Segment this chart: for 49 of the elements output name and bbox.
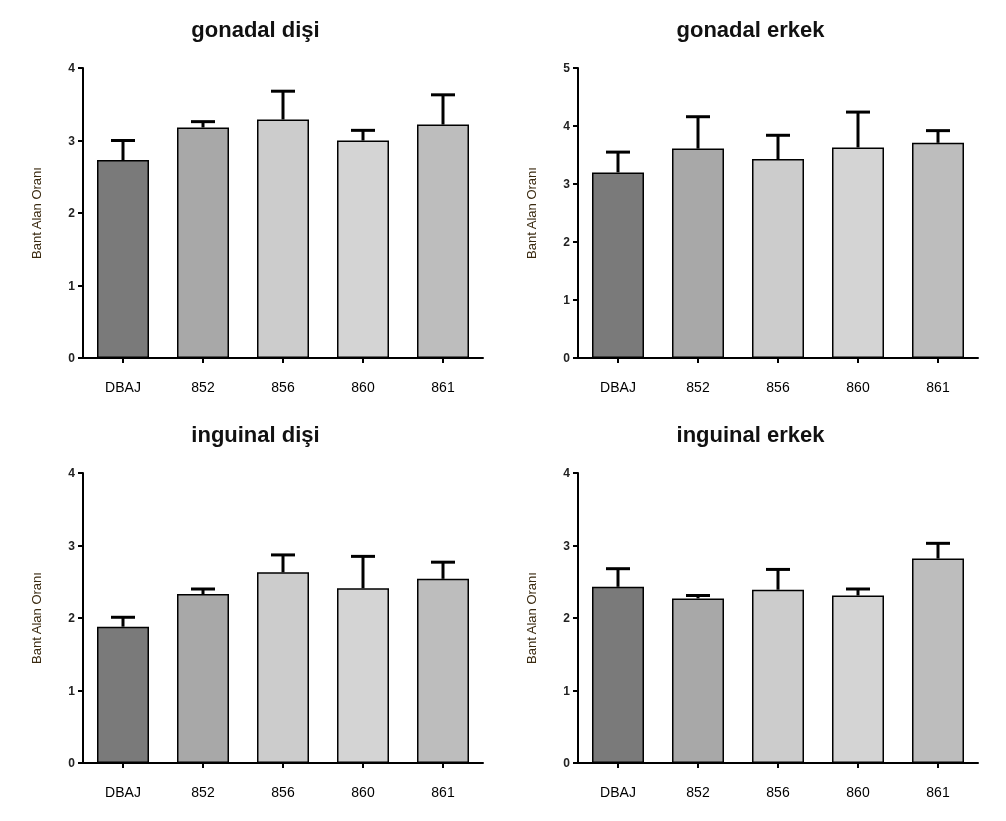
x-tick-label: 861 [431,784,455,800]
y-axis-title: Bant Alan Oranı [524,167,539,259]
x-tick-label: 852 [686,784,710,800]
y-axis-title: Bant Alan Oranı [29,167,44,259]
y-tick-label: 1 [68,278,76,293]
y-tick-label: 0 [68,756,76,770]
y-tick-label: 2 [68,611,76,625]
y-tick-label: 3 [563,538,571,553]
y-tick-label: 2 [68,206,76,220]
y-tick-label: 1 [563,293,571,307]
y-axis-title: Bant Alan Oranı [29,572,44,664]
x-tick-label: 861 [431,379,455,395]
x-tick-label: 856 [271,379,295,395]
x-tick-label: 860 [846,784,870,800]
x-tick-label: 860 [846,379,870,395]
y-tick-label: 1 [563,683,571,698]
x-tick-label: 856 [271,784,295,800]
y-tick-label: 4 [68,466,76,480]
y-tick-label: 2 [563,235,571,249]
x-tick-label: 861 [926,379,950,395]
y-tick-label: 4 [68,61,76,75]
y-tick-label: 4 [563,466,571,480]
y-tick-label: 1 [68,683,76,698]
x-tick-label: 860 [351,379,375,395]
y-tick-label: 3 [563,177,571,191]
chart-title: inguinal dişi [191,421,320,447]
y-tick-label: 3 [68,133,76,148]
chart-title: gonadal erkek [676,16,826,42]
y-tick-label: 3 [68,538,76,553]
x-tick-label: 860 [351,784,375,800]
x-tick-label: 852 [191,379,215,395]
y-tick-label: 2 [563,611,571,625]
x-tick-label: DBAJ [105,784,141,800]
x-tick-label: 861 [926,784,950,800]
x-tick-label: DBAJ [600,379,636,395]
x-tick-label: DBAJ [600,784,636,800]
chart-title: inguinal erkek [676,421,826,447]
x-tick-label: 852 [191,784,215,800]
y-tick-label: 0 [563,756,571,770]
y-tick-label: 4 [563,119,571,133]
x-tick-label: 856 [766,784,790,800]
chart-title: gonadal dişi [191,16,320,42]
y-axis-title: Bant Alan Oranı [524,572,539,664]
y-tick-label: 5 [563,61,571,75]
x-tick-label: DBAJ [105,379,141,395]
x-tick-label: 856 [766,379,790,395]
x-tick-label: 852 [686,379,710,395]
y-tick-label: 0 [68,351,76,365]
y-tick-label: 0 [563,351,571,365]
